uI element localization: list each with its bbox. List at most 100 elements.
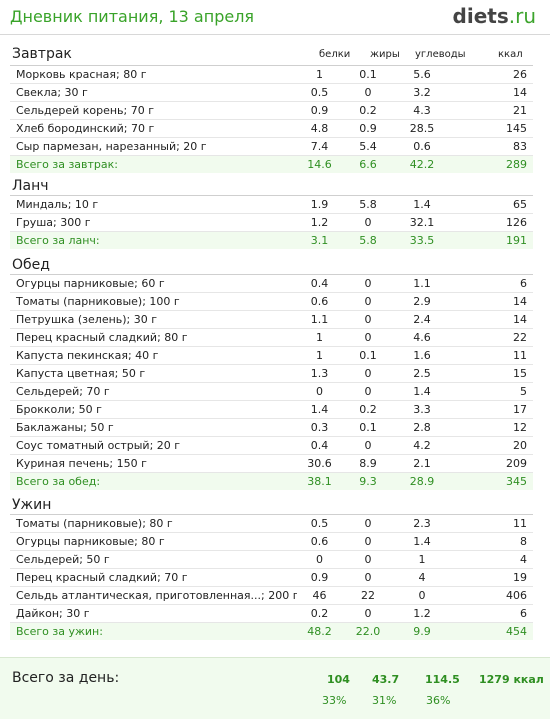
food-row[interactable]: Сельдь атлантическая, приготовленная...;… bbox=[10, 586, 533, 605]
fats-cell: 0 bbox=[342, 328, 394, 347]
food-row[interactable]: Баклажаны; 50 г 0.3 0.1 2.8 12 bbox=[10, 418, 533, 437]
carbs-cell: 1.4 bbox=[394, 382, 450, 401]
food-name: Перец красный сладкий; 70 г bbox=[10, 568, 297, 587]
proteins-cell: 1 bbox=[297, 346, 342, 365]
proteins-cell: 0.6 bbox=[297, 532, 342, 551]
proteins-cell: 1 bbox=[297, 65, 342, 84]
proteins-cell: 48.2 bbox=[297, 622, 342, 640]
food-row[interactable]: Томаты (парниковые); 80 г 0.5 0 2.3 11 bbox=[10, 514, 533, 533]
food-row[interactable]: Сельдерей корень; 70 г 0.9 0.2 4.3 21 bbox=[10, 101, 533, 120]
proteins-cell: 0.5 bbox=[297, 514, 342, 533]
fats-cell: 0 bbox=[342, 532, 394, 551]
proteins-cell: 1.1 bbox=[297, 310, 342, 329]
carbs-cell: 2.5 bbox=[394, 364, 450, 383]
proteins-cell: 1 bbox=[297, 328, 342, 347]
proteins-cell: 0.9 bbox=[297, 101, 342, 120]
fats-cell: 0 bbox=[342, 382, 394, 401]
food-row[interactable]: Брокколи; 50 г 1.4 0.2 3.3 17 bbox=[10, 400, 533, 419]
food-row[interactable]: Перец красный сладкий; 80 г 1 0 4.6 22 bbox=[10, 328, 533, 347]
proteins-cell: 1.2 bbox=[297, 213, 342, 232]
carbs-cell: 4.3 bbox=[394, 101, 450, 120]
fats-cell: 0.9 bbox=[342, 119, 394, 138]
meal-total-row: Всего за ланч: 3.1 5.8 33.5 191 bbox=[10, 231, 533, 249]
kcal-cell: 26 bbox=[450, 65, 533, 84]
fats-cell: 0.2 bbox=[342, 400, 394, 419]
proteins-cell: 46 bbox=[297, 586, 342, 605]
food-row[interactable]: Сыр пармезан, нарезанный; 20 г 7.4 5.4 0.6 8… bbox=[10, 137, 533, 156]
proteins-cell: 14.6 bbox=[297, 155, 342, 173]
column-header-fats: жиры bbox=[370, 49, 400, 60]
logo-tld: .ru bbox=[508, 4, 536, 28]
day-total-label: Всего за день: bbox=[12, 670, 120, 686]
fats-cell: 0 bbox=[342, 550, 394, 569]
food-row[interactable]: Огурцы парниковые; 80 г 0.6 0 1.4 8 bbox=[10, 532, 533, 551]
kcal-cell: 17 bbox=[450, 400, 533, 419]
food-row[interactable]: Куриная печень; 150 г 30.6 8.9 2.1 209 bbox=[10, 454, 533, 473]
carbs-cell: 2.3 bbox=[394, 514, 450, 533]
food-name: Всего за ужин: bbox=[10, 622, 297, 640]
food-row[interactable]: Капуста пекинская; 40 г 1 0.1 1.6 11 bbox=[10, 346, 533, 365]
proteins-cell: 1.9 bbox=[297, 195, 342, 214]
food-name: Петрушка (зелень); 30 г bbox=[10, 310, 297, 329]
food-row[interactable]: Груша; 300 г 1.2 0 32.1 126 bbox=[10, 213, 533, 232]
food-name: Морковь красная; 80 г bbox=[10, 65, 297, 84]
proteins-cell: 0.9 bbox=[297, 568, 342, 587]
kcal-cell: 15 bbox=[450, 364, 533, 383]
carbs-cell: 2.8 bbox=[394, 418, 450, 437]
food-row[interactable]: Миндаль; 10 г 1.9 5.8 1.4 65 bbox=[10, 195, 533, 214]
kcal-cell: 11 bbox=[450, 514, 533, 533]
carbs-cell: 28.5 bbox=[394, 119, 450, 138]
carbs-cell: 1.2 bbox=[394, 604, 450, 623]
food-name: Всего за завтрак: bbox=[10, 155, 297, 173]
page-title: Дневник питания, 13 апреля bbox=[10, 7, 255, 26]
meal-total-row: Всего за обед: 38.1 9.3 28.9 345 bbox=[10, 472, 533, 490]
carbs-cell: 1.1 bbox=[394, 274, 450, 293]
food-row[interactable]: Дайкон; 30 г 0.2 0 1.2 6 bbox=[10, 604, 533, 623]
day-pct-proteins: 33% bbox=[322, 694, 347, 707]
food-name: Свекла; 30 г bbox=[10, 83, 297, 102]
kcal-cell: 14 bbox=[450, 292, 533, 311]
food-row[interactable]: Хлеб бородинский; 70 г 4.8 0.9 28.5 145 bbox=[10, 119, 533, 138]
food-row[interactable]: Морковь красная; 80 г 1 0.1 5.6 26 bbox=[10, 65, 533, 84]
proteins-cell: 3.1 bbox=[297, 231, 342, 249]
food-name: Перец красный сладкий; 80 г bbox=[10, 328, 297, 347]
proteins-cell: 0.6 bbox=[297, 292, 342, 311]
fats-cell: 0 bbox=[342, 604, 394, 623]
food-row[interactable]: Томаты (парниковые); 100 г 0.6 0 2.9 14 bbox=[10, 292, 533, 311]
food-row[interactable]: Соус томатный острый; 20 г 0.4 0 4.2 20 bbox=[10, 436, 533, 455]
carbs-cell: 3.3 bbox=[394, 400, 450, 419]
proteins-cell: 38.1 bbox=[297, 472, 342, 490]
meal-table-supper: Томаты (парниковые); 80 г 0.5 0 2.3 11 Огурцы… bbox=[10, 514, 533, 640]
fats-cell: 0 bbox=[342, 310, 394, 329]
food-row[interactable]: Огурцы парниковые; 60 г 0.4 0 1.1 6 bbox=[10, 274, 533, 293]
food-row[interactable]: Капуста цветная; 50 г 1.3 0 2.5 15 bbox=[10, 364, 533, 383]
fats-cell: 5.8 bbox=[342, 231, 394, 249]
food-name: Сельдерей; 70 г bbox=[10, 382, 297, 401]
food-row[interactable]: Свекла; 30 г 0.5 0 3.2 14 bbox=[10, 83, 533, 102]
meal-total-row: Всего за завтрак: 14.6 6.6 42.2 289 bbox=[10, 155, 533, 173]
proteins-cell: 0.4 bbox=[297, 274, 342, 293]
kcal-cell: 14 bbox=[450, 83, 533, 102]
day-pct-carbs: 36% bbox=[426, 694, 451, 707]
kcal-cell: 21 bbox=[450, 101, 533, 120]
carbs-cell: 0.6 bbox=[394, 137, 450, 156]
food-name: Баклажаны; 50 г bbox=[10, 418, 297, 437]
site-logo[interactable]: diets.ru bbox=[453, 4, 536, 28]
fats-cell: 0.2 bbox=[342, 101, 394, 120]
food-row[interactable]: Петрушка (зелень); 30 г 1.1 0 2.4 14 bbox=[10, 310, 533, 329]
carbs-cell: 2.1 bbox=[394, 454, 450, 473]
fats-cell: 0 bbox=[342, 213, 394, 232]
kcal-cell: 4 bbox=[450, 550, 533, 569]
carbs-cell: 4.2 bbox=[394, 436, 450, 455]
fats-cell: 0.1 bbox=[342, 418, 394, 437]
food-name: Томаты (парниковые); 100 г bbox=[10, 292, 297, 311]
food-row[interactable]: Сельдерей; 70 г 0 0 1.4 5 bbox=[10, 382, 533, 401]
proteins-cell: 0 bbox=[297, 382, 342, 401]
meal-total-row: Всего за ужин: 48.2 22.0 9.9 454 bbox=[10, 622, 533, 640]
carbs-cell: 42.2 bbox=[394, 155, 450, 173]
food-name: Сельдерей корень; 70 г bbox=[10, 101, 297, 120]
food-row[interactable]: Перец красный сладкий; 70 г 0.9 0 4 19 bbox=[10, 568, 533, 587]
day-total-kcal: 1279 ккал bbox=[479, 673, 544, 686]
fats-cell: 0 bbox=[342, 364, 394, 383]
